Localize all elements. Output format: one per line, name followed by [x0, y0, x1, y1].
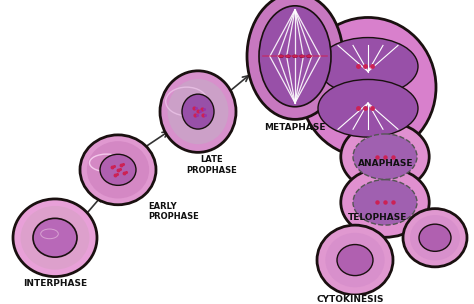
Text: METAPHASE: METAPHASE [264, 123, 326, 132]
Ellipse shape [279, 55, 283, 58]
Ellipse shape [403, 209, 467, 267]
Ellipse shape [160, 71, 236, 152]
Ellipse shape [292, 55, 298, 58]
Ellipse shape [353, 180, 417, 225]
Ellipse shape [80, 135, 156, 205]
Text: ANAPHASE: ANAPHASE [358, 159, 413, 168]
Ellipse shape [87, 141, 149, 199]
Ellipse shape [318, 79, 418, 137]
Ellipse shape [341, 122, 429, 192]
Ellipse shape [100, 154, 136, 185]
Ellipse shape [318, 38, 418, 95]
Ellipse shape [247, 0, 343, 119]
Text: EARLY
PROPHASE: EARLY PROPHASE [148, 202, 199, 221]
Text: LATE
PROPHASE: LATE PROPHASE [187, 155, 237, 175]
Ellipse shape [307, 55, 311, 58]
Ellipse shape [20, 206, 90, 270]
Ellipse shape [168, 79, 228, 144]
Ellipse shape [13, 199, 97, 277]
Ellipse shape [33, 218, 77, 257]
Ellipse shape [259, 6, 331, 107]
Ellipse shape [341, 168, 429, 237]
Ellipse shape [410, 215, 460, 261]
Ellipse shape [182, 94, 214, 129]
Ellipse shape [353, 134, 417, 179]
Ellipse shape [285, 55, 291, 58]
Text: INTERPHASE: INTERPHASE [23, 279, 87, 288]
Ellipse shape [300, 55, 304, 58]
Text: CYTOKINESIS: CYTOKINESIS [316, 295, 384, 304]
Ellipse shape [300, 17, 436, 157]
Ellipse shape [325, 233, 384, 287]
Text: TELOPHASE: TELOPHASE [348, 213, 407, 223]
Ellipse shape [317, 225, 393, 295]
Ellipse shape [419, 224, 451, 251]
Ellipse shape [337, 244, 373, 276]
